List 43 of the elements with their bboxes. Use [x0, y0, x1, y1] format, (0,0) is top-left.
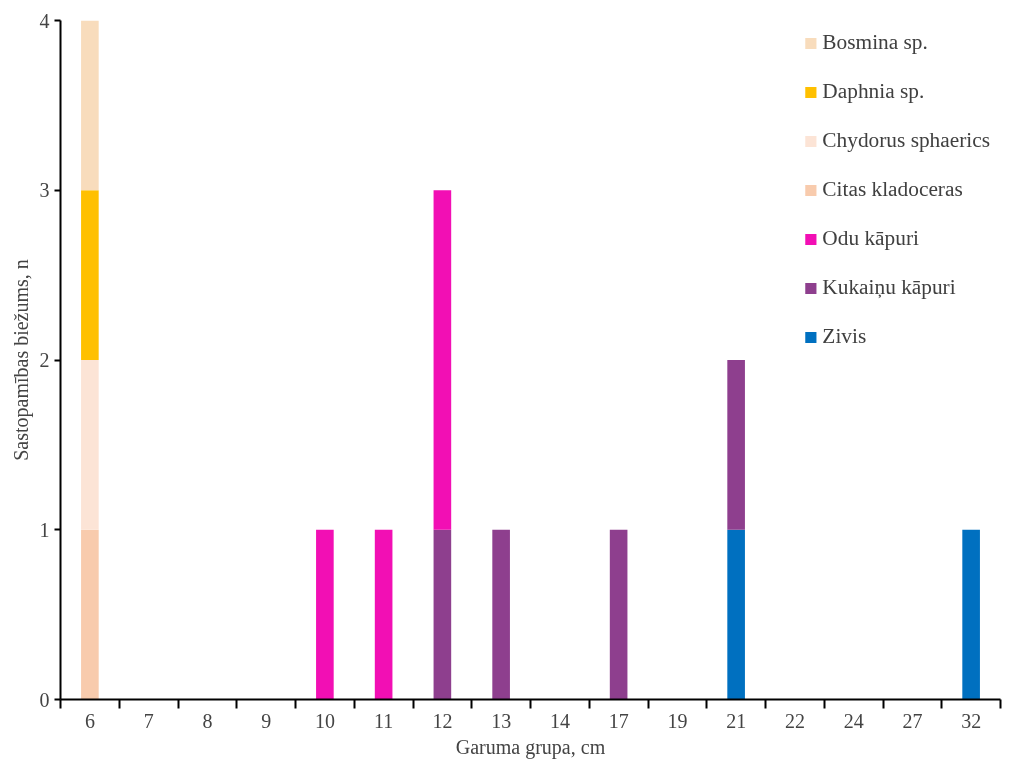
bar	[727, 529, 745, 700]
y-tick-label: 3	[39, 179, 50, 202]
x-tick-label: 27	[902, 709, 923, 732]
bar	[727, 360, 745, 530]
bar	[81, 529, 99, 700]
y-tick-label: 4	[39, 9, 50, 32]
x-tick-label: 8	[202, 709, 213, 732]
legend-label: Citas kladoceras	[822, 177, 963, 202]
x-tick-label: 11	[374, 709, 394, 732]
y-tick-label: 2	[39, 349, 50, 371]
legend-label: Zivis	[822, 324, 867, 349]
legend-label: Daphnia sp.	[822, 79, 925, 104]
x-tick-label: 12	[432, 709, 453, 732]
x-tick-label: 17	[608, 709, 629, 732]
bar	[433, 529, 452, 700]
bar	[81, 190, 99, 360]
bar	[962, 529, 980, 700]
bar	[609, 529, 628, 700]
x-axis-title: Garuma grupa, cm	[455, 735, 606, 759]
x-tick-label: 21	[726, 709, 747, 732]
x-tick-label: 10	[314, 709, 335, 732]
bar	[374, 529, 393, 700]
bar	[433, 190, 452, 530]
y-tick-label: 0	[39, 688, 50, 711]
y-tick-label: 1	[39, 518, 50, 541]
x-tick-label: 9	[261, 709, 272, 732]
bar	[81, 360, 99, 530]
x-tick-label: 13	[491, 709, 512, 732]
legend-label: Odu kāpuri	[822, 226, 919, 251]
x-tick-label: 32	[961, 709, 982, 732]
bar	[81, 20, 99, 191]
x-tick-label: 6	[84, 709, 95, 732]
x-tick-label: 24	[843, 709, 864, 732]
legend-label: Bosmina sp.	[822, 30, 928, 55]
legend-label: Kukaiņu kāpuri	[822, 275, 956, 300]
x-tick-label: 22	[784, 709, 805, 732]
bar	[492, 529, 510, 700]
y-axis-title: Sastopamības biežums, n	[9, 259, 33, 461]
x-tick-label: 7	[143, 709, 154, 732]
bar	[316, 529, 334, 700]
legend-label: Chydorus sphaerics	[822, 128, 990, 153]
x-tick-label: 14	[549, 709, 570, 732]
x-tick-label: 19	[667, 709, 688, 732]
